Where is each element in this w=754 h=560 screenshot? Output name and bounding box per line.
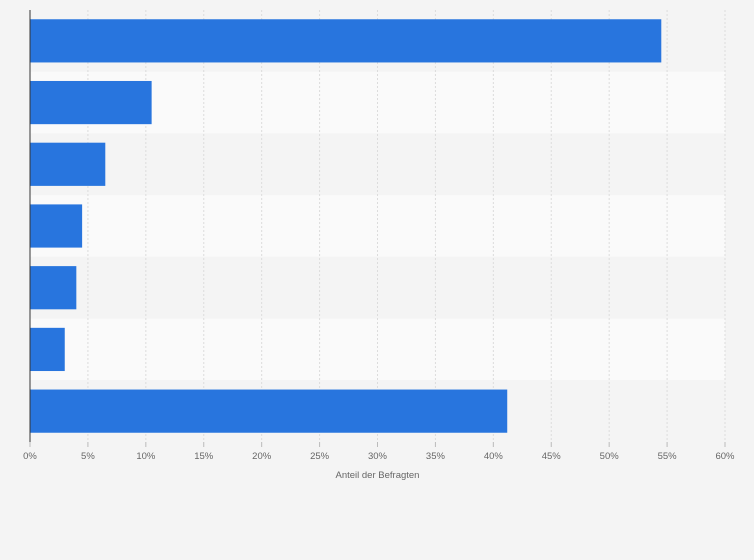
x-tick-label-7: 35% — [426, 451, 446, 462]
x-tick-label-12: 60% — [715, 451, 735, 462]
bars — [30, 19, 662, 433]
x-tick-label-4: 20% — [252, 451, 272, 462]
bar-2 — [30, 80, 152, 125]
x-tick-label-8: 40% — [484, 451, 504, 462]
x-tick-label-3: 15% — [194, 451, 214, 462]
bar-1 — [30, 19, 662, 63]
bar-5 — [30, 266, 77, 310]
gridlines — [87, 10, 726, 442]
x-axis-ticks: 0% 5% 10% 15% 20% 25% 30% 35% 40% 45% 50% 55% 60% — [23, 442, 735, 462]
bar-6 — [30, 327, 65, 372]
x-tick-label-9: 45% — [542, 451, 562, 462]
bar-3 — [30, 142, 106, 186]
x-tick-label-1: 5% — [81, 451, 95, 462]
bar-4 — [30, 204, 83, 248]
x-tick-label-0: 0% — [23, 451, 37, 462]
x-tick-label-5: 25% — [310, 451, 330, 462]
x-tick-label-11: 55% — [658, 451, 678, 462]
x-tick-label-6: 30% — [368, 451, 388, 462]
x-tick-label-10: 50% — [600, 451, 620, 462]
x-axis-title: Anteil der Befragten — [336, 470, 420, 481]
bar-7 — [30, 389, 508, 433]
x-tick-label-2: 10% — [136, 451, 156, 462]
